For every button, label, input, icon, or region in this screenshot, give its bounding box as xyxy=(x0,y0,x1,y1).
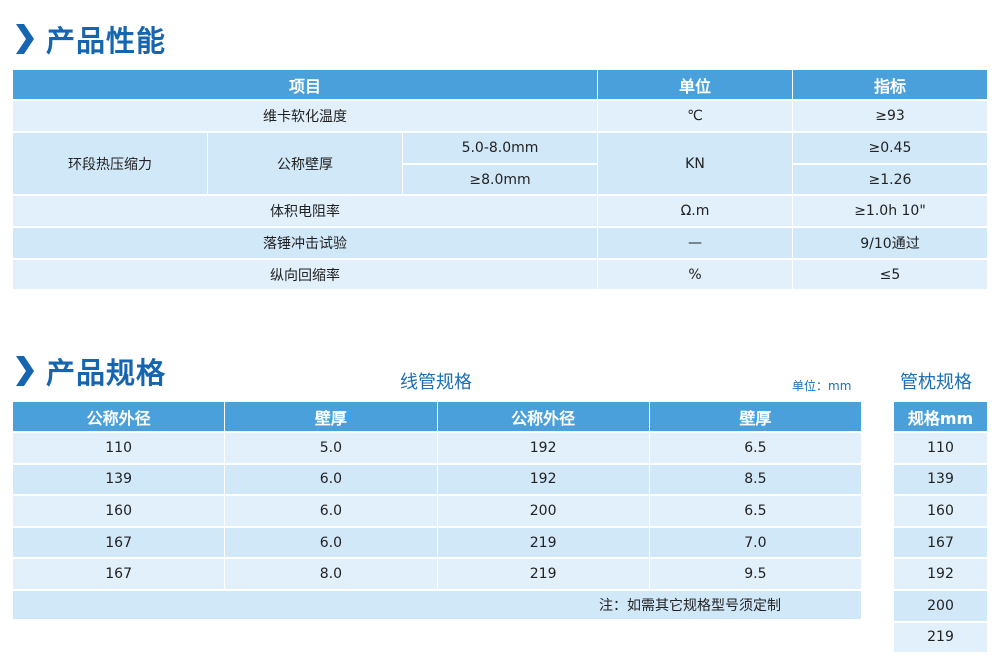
table-cell-unit: — xyxy=(598,228,793,260)
pillow-header: 规格mm xyxy=(894,402,988,433)
performance-title: 产品性能 xyxy=(14,18,166,60)
table-cell-item: 纵向回缩率 xyxy=(13,260,598,291)
spec-header: 壁厚 xyxy=(649,402,862,433)
pillow-cell: 139 xyxy=(894,464,988,497)
pillow-cell: 110 xyxy=(894,433,988,465)
table-cell-item: 环段热压缩力 xyxy=(13,133,208,196)
header-unit: 单位 xyxy=(598,70,793,101)
unit-label: 单位：mm xyxy=(792,379,852,393)
spec-cell: 8.5 xyxy=(649,464,862,497)
table-cell-condition: 5.0-8.0mm xyxy=(403,133,598,165)
spec-header: 公称外径 xyxy=(13,402,226,433)
table-cell-value: ≤5 xyxy=(793,260,988,291)
specs-title: 产品规格 xyxy=(14,350,166,392)
spec-header: 壁厚 xyxy=(225,402,438,433)
table-cell-unit: KN xyxy=(598,133,793,196)
table-cell-value: ≥1.26 xyxy=(793,165,988,196)
pillow-cell: 167 xyxy=(894,527,988,560)
spec-cell: 6.0 xyxy=(225,496,438,528)
pillow-cell: 200 xyxy=(894,591,988,623)
table-cell-item: 体积电阻率 xyxy=(13,196,598,228)
pillow-cell: 192 xyxy=(894,559,988,591)
spec-cell: 167 xyxy=(13,527,226,560)
spec-cell: 192 xyxy=(437,433,650,465)
spec-cell: 160 xyxy=(13,496,226,528)
spec-cell: 200 xyxy=(437,496,650,528)
pillow-cell: 160 xyxy=(894,496,988,528)
spec-cell: 6.5 xyxy=(649,496,862,528)
table-cell-condition: ≥8.0mm xyxy=(403,165,598,196)
spec-cell: 9.5 xyxy=(649,559,862,591)
spec-note: 注：如需其它规格型号须定制 xyxy=(13,591,862,621)
spec-cell: 8.0 xyxy=(225,559,438,591)
spec-cell: 139 xyxy=(13,464,226,497)
table-cell-unit: Ω.m xyxy=(598,196,793,228)
spec-cell: 167 xyxy=(13,559,226,591)
spec-cell: 219 xyxy=(437,559,650,591)
section-title-text: 产品规格 xyxy=(46,356,167,390)
spec-cell: 7.0 xyxy=(649,527,862,560)
table-cell-value: ≥93 xyxy=(793,101,988,133)
table-cell-value: 9/10通过 xyxy=(793,228,988,260)
table-cell-value: ≥0.45 xyxy=(793,133,988,165)
spec-cell: 110 xyxy=(13,433,226,465)
spec-cell: 6.0 xyxy=(225,464,438,497)
table-cell-unit: % xyxy=(598,260,793,291)
header-value: 指标 xyxy=(793,70,988,101)
conduit-spec-title: 线管规格 xyxy=(400,372,472,393)
table-cell-item: 落锤冲击试验 xyxy=(13,228,598,260)
chevron-right-icon xyxy=(16,24,34,54)
section-title-text: 产品性能 xyxy=(46,24,167,58)
spec-cell: 6.0 xyxy=(225,527,438,560)
spec-cell: 192 xyxy=(437,464,650,497)
pillow-cell: 219 xyxy=(894,622,988,655)
chevron-right-icon xyxy=(16,356,34,386)
table-cell-item: 维卡软化温度 xyxy=(13,101,598,133)
table-cell-subitem: 公称壁厚 xyxy=(208,133,403,196)
pillow-spec-title: 管枕规格 xyxy=(900,372,972,393)
header-item: 项目 xyxy=(13,70,598,101)
spec-header: 公称外径 xyxy=(437,402,650,433)
spec-cell: 219 xyxy=(437,527,650,560)
spec-cell: 6.5 xyxy=(649,433,862,465)
spec-cell: 5.0 xyxy=(225,433,438,465)
table-cell-unit: ℃ xyxy=(598,101,793,133)
table-cell-value: ≥1.0h 10" xyxy=(793,196,988,228)
